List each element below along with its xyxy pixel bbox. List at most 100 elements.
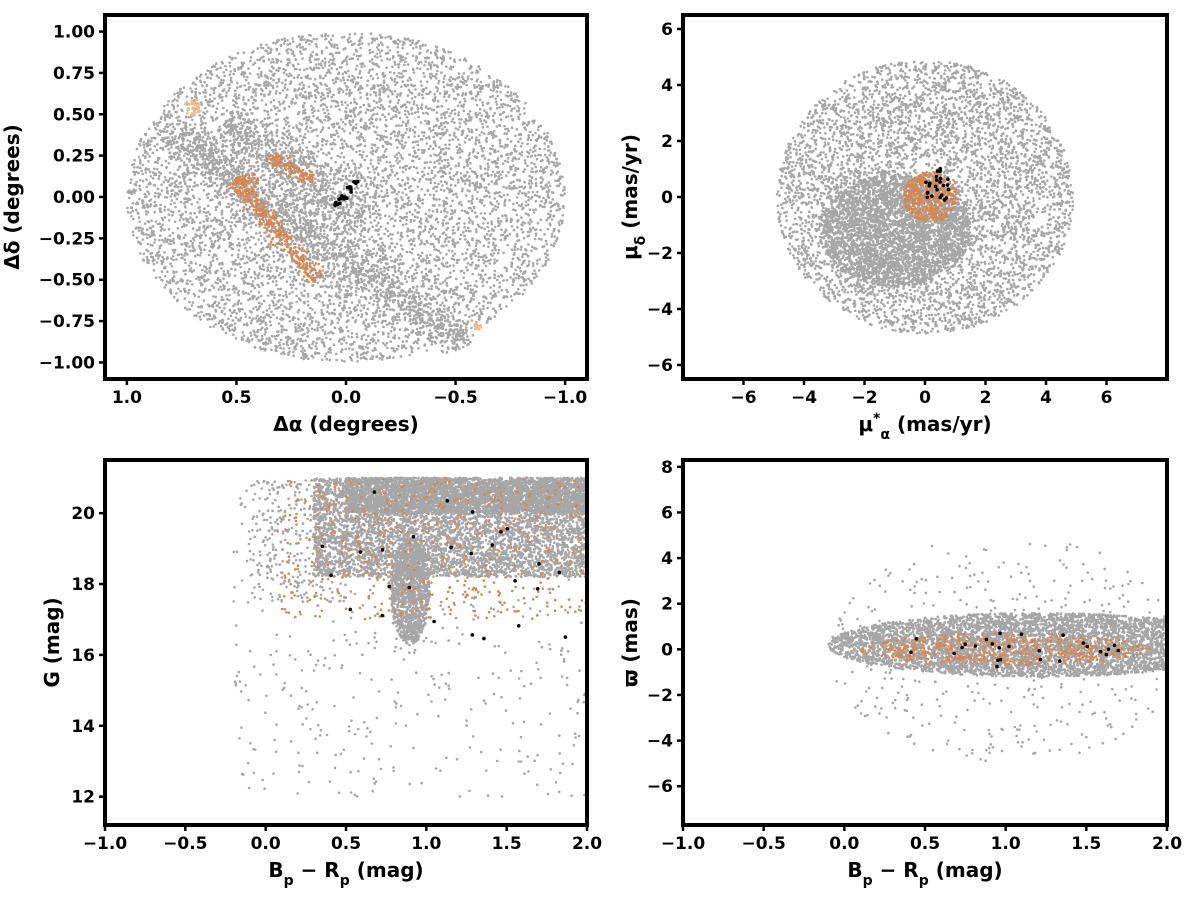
data-point [259, 323, 262, 326]
data-point [424, 193, 427, 196]
data-point [475, 136, 478, 139]
data-point [419, 226, 422, 229]
data-point [506, 279, 509, 282]
data-point [485, 115, 488, 118]
data-point [396, 162, 399, 165]
data-point [455, 165, 458, 168]
data-point [182, 218, 185, 221]
data-point [169, 177, 172, 180]
data-point [391, 266, 394, 269]
data-point [270, 324, 273, 327]
data-point [497, 172, 500, 175]
data-point [308, 43, 311, 46]
data-point [545, 240, 548, 243]
data-point [450, 205, 453, 208]
data-point [190, 240, 193, 243]
data-point [338, 72, 341, 75]
data-point [390, 260, 393, 263]
data-point [145, 171, 148, 174]
data-point [336, 123, 339, 126]
data-point [376, 46, 379, 49]
data-point [365, 346, 368, 349]
data-point [493, 112, 496, 115]
data-point [372, 303, 375, 306]
data-point [275, 266, 278, 269]
data-point [314, 94, 317, 97]
data-point [438, 146, 441, 149]
data-point [304, 349, 307, 352]
data-point [455, 278, 458, 281]
data-point [330, 157, 333, 160]
data-point [482, 147, 485, 150]
data-point [261, 170, 264, 173]
data-point [342, 90, 345, 93]
data-point [249, 331, 252, 334]
data-point [400, 355, 403, 358]
data-point [534, 194, 537, 197]
data-point [292, 98, 295, 101]
data-point [449, 290, 452, 293]
data-point [302, 84, 305, 87]
data-point [182, 175, 185, 178]
data-point [356, 304, 359, 307]
data-point [563, 193, 566, 196]
data-point [286, 183, 289, 186]
data-point [297, 112, 300, 115]
data-point [267, 266, 270, 269]
data-point [435, 190, 438, 193]
data-point [484, 273, 487, 276]
data-point [216, 107, 219, 110]
data-point [384, 215, 387, 218]
data-point [231, 208, 234, 211]
data-point [372, 201, 375, 204]
data-point [203, 314, 206, 317]
data-point [461, 190, 464, 193]
data-point [412, 141, 415, 144]
data-point [444, 216, 447, 219]
data-point [351, 79, 354, 82]
data-point [479, 184, 482, 187]
data-point [382, 342, 385, 345]
data-point [184, 307, 187, 310]
data-point [332, 55, 335, 58]
data-point [237, 253, 240, 256]
data-point [341, 143, 344, 146]
data-point [279, 103, 282, 106]
data-point [509, 168, 512, 171]
data-point [326, 85, 329, 88]
data-point [223, 238, 226, 241]
data-point [219, 81, 222, 84]
data-point [507, 130, 510, 133]
data-point [159, 254, 162, 257]
data-point [506, 138, 509, 141]
data-point [163, 128, 166, 131]
data-point [503, 194, 506, 197]
data-point [238, 97, 241, 100]
data-point [149, 148, 152, 151]
data-point [511, 159, 514, 162]
data-point [416, 272, 419, 275]
data-point [484, 212, 487, 215]
data-point [548, 189, 551, 192]
data-point [392, 116, 395, 119]
data-point [342, 73, 345, 76]
data-point [394, 219, 397, 222]
data-point [421, 170, 424, 173]
data-point [219, 306, 222, 309]
data-point [539, 229, 542, 232]
data-point [235, 210, 238, 213]
data-point [127, 211, 130, 214]
data-point [333, 343, 336, 346]
data-point [516, 105, 519, 108]
data-point [537, 154, 540, 157]
data-point [483, 109, 486, 112]
data-point [268, 255, 271, 258]
data-point [184, 234, 187, 237]
data-point [275, 90, 278, 93]
data-point [405, 340, 408, 343]
data-point [412, 69, 415, 72]
data-point [481, 202, 484, 205]
data-point [243, 282, 246, 285]
data-point [343, 79, 346, 82]
data-point [510, 295, 513, 298]
